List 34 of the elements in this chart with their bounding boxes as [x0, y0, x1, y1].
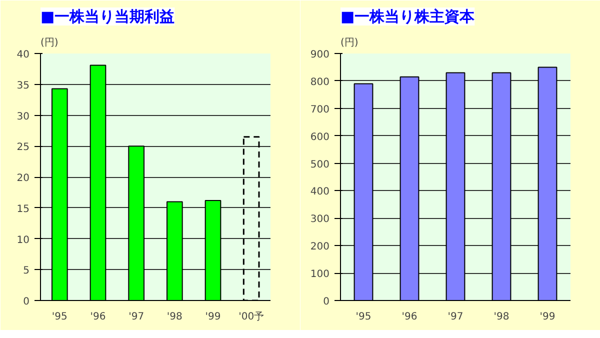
y-tick-label: 30 — [16, 111, 30, 122]
y-tick-label: 400 — [310, 186, 330, 198]
x-tick-label: '96 — [402, 312, 418, 322]
x-tick-label: '99 — [205, 312, 221, 322]
x-tick-label: '95 — [52, 312, 68, 322]
y-tick-label: 35 — [16, 80, 30, 92]
y-tick-label: 300 — [310, 214, 330, 226]
y-axis-title: (円) — [340, 38, 358, 48]
y-tick-label: 15 — [16, 204, 30, 215]
x-tick-label: '95 — [356, 312, 372, 322]
y-tick-label: 700 — [310, 104, 330, 116]
x-tick-label: '98 — [494, 312, 510, 322]
y-tick-label: 20 — [16, 173, 30, 184]
y-tick-label: 5 — [23, 266, 30, 277]
chart-title: ■一株当り株主資本 — [340, 8, 476, 26]
y-tick-label: 500 — [310, 159, 330, 170]
x-tick-label: '98 — [166, 312, 182, 322]
y-tick-label: 0 — [23, 296, 30, 308]
y-tick-label: 40 — [16, 50, 30, 60]
x-tick-label: '00予 — [238, 312, 264, 322]
chart-title: ■一株当り当期利益 — [40, 8, 175, 26]
y-tick-label: 25 — [16, 142, 30, 154]
x-tick-label: '97 — [128, 312, 144, 322]
x-tick-label: '97 — [448, 312, 464, 322]
y-tick-label: 200 — [310, 242, 330, 253]
y-tick-label: 0 — [323, 296, 330, 308]
y-tick-label: 10 — [16, 234, 30, 246]
x-tick-label: '99 — [540, 312, 556, 322]
y-tick-label: 800 — [310, 76, 330, 88]
x-tick-label: '96 — [90, 312, 106, 322]
y-tick-label: 600 — [310, 132, 330, 143]
y-tick-label: 900 — [310, 50, 330, 60]
y-axis-title: (円) — [40, 38, 58, 48]
y-tick-label: 100 — [310, 269, 330, 280]
